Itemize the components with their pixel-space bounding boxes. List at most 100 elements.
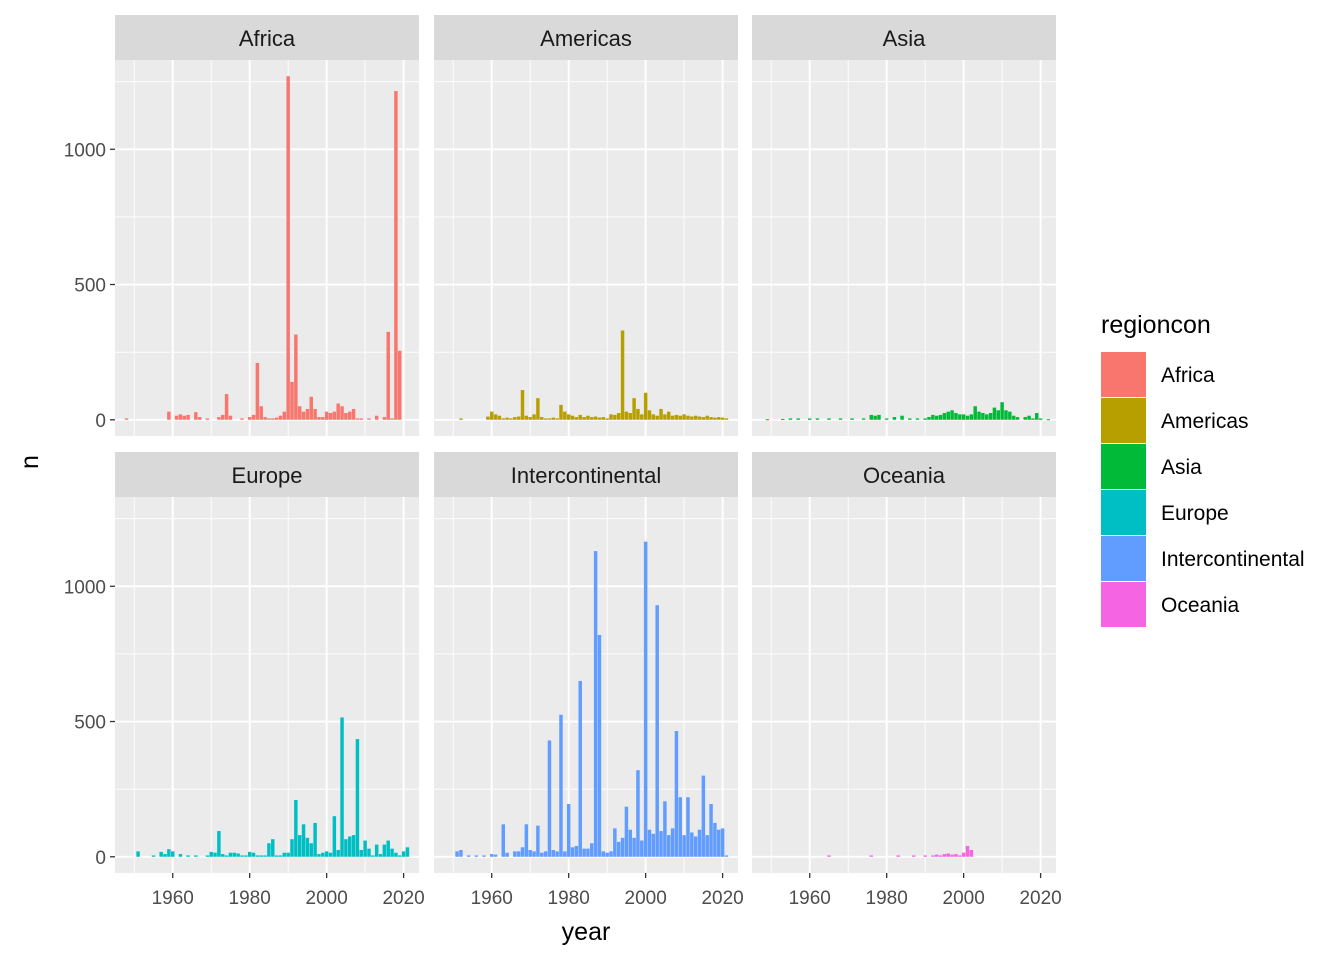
x-tick-label: 2020 [1019, 888, 1061, 909]
bar-europe [244, 855, 248, 857]
bar-europe [240, 855, 244, 857]
y-axes: 0 500 1000 0 500 1000 [64, 140, 115, 869]
bar-asia [977, 411, 981, 420]
bar-africa [259, 406, 263, 420]
bar-asia [954, 413, 958, 420]
bar-oceania [911, 855, 916, 857]
bar-asia [827, 418, 831, 420]
bar-intercontinental [455, 851, 459, 857]
bar-europe [374, 844, 379, 857]
bar-europe [401, 851, 406, 857]
y-tick-label: 0 [95, 411, 106, 432]
panel-background [434, 60, 738, 436]
bar-europe [167, 849, 171, 857]
bar-europe [217, 831, 221, 857]
bar-intercontinental [482, 855, 486, 857]
bar-asia [807, 418, 812, 420]
legend-swatch-intercontinental [1101, 536, 1146, 581]
bar-europe [336, 850, 340, 857]
facet-strip-asia [752, 15, 1056, 60]
x-tick-label: 1960 [471, 888, 513, 909]
bar-intercontinental [578, 680, 582, 857]
bar-africa [351, 408, 356, 420]
bar-intercontinental [632, 837, 636, 857]
bar-americas [513, 417, 517, 420]
bar-americas [586, 415, 590, 420]
panel-background [752, 497, 1056, 873]
facet-strip-europe [115, 452, 419, 497]
panel-background [752, 60, 1056, 436]
bar-asia [1038, 418, 1043, 420]
bar-americas [632, 398, 636, 420]
bar-americas [601, 417, 606, 420]
legend: regioncon Africa Americas Asia Europe Interc… [1101, 311, 1305, 627]
bar-intercontinental [643, 541, 648, 857]
bar-africa [321, 417, 325, 420]
bar-europe [278, 855, 283, 857]
bar-americas [493, 414, 498, 420]
bar-americas [609, 414, 613, 420]
bar-asia [1004, 410, 1008, 420]
bar-africa [274, 417, 279, 420]
bar-intercontinental [582, 848, 586, 857]
bar-americas [720, 417, 725, 420]
bar-americas [655, 415, 659, 420]
bar-europe [163, 854, 167, 857]
bar-africa [286, 76, 290, 420]
bar-intercontinental [655, 605, 659, 857]
x-tick-label: 1960 [789, 888, 831, 909]
bar-oceania [827, 855, 831, 857]
bar-asia [961, 414, 966, 420]
bar-asia [965, 415, 970, 420]
bar-africa [294, 334, 298, 420]
bar-europe [170, 851, 175, 857]
bar-africa [167, 411, 171, 420]
legend-label-asia: Asia [1161, 456, 1202, 479]
bar-asia [985, 414, 989, 420]
bar-asia [981, 413, 985, 420]
bar-africa [290, 381, 294, 420]
bar-intercontinental [474, 855, 479, 857]
bar-asia [931, 414, 935, 420]
bar-africa [386, 331, 390, 420]
bar-intercontinental [659, 831, 663, 857]
bar-africa [124, 418, 129, 420]
bar-intercontinental [640, 840, 644, 857]
bar-intercontinental [489, 854, 494, 857]
legend-label-africa: Africa [1161, 364, 1215, 387]
bar-oceania [965, 845, 970, 857]
bar-americas [559, 404, 563, 420]
facet-strip-americas [434, 15, 738, 60]
bar-africa [178, 414, 183, 420]
bar-asia [781, 418, 785, 420]
bar-europe [359, 850, 364, 857]
bar-asia [869, 414, 874, 420]
bar-africa [340, 406, 344, 420]
bar-europe [394, 852, 398, 857]
facet-panels: Africa Americas Asia Europe Intercontinental… [115, 15, 1056, 873]
facet-strip-africa [115, 15, 419, 60]
bar-americas [678, 415, 683, 420]
legend-label-oceania: Oceania [1161, 594, 1240, 617]
legend-label-europe: Europe [1161, 502, 1229, 525]
bar-americas [636, 408, 640, 420]
bar-americas [693, 415, 698, 420]
bar-africa [398, 350, 402, 420]
bar-europe [221, 854, 225, 857]
bar-intercontinental [520, 847, 525, 857]
bar-intercontinental [551, 850, 556, 857]
bar-africa [332, 411, 337, 420]
bar-americas [717, 417, 721, 420]
bar-americas [459, 418, 463, 420]
bar-intercontinental [693, 836, 698, 857]
bar-europe [344, 839, 348, 857]
bar-asia [892, 417, 897, 420]
x-axes: 1960 1980 2000 2020 1960 1980 2000 2020 1960 1980… [152, 873, 1062, 909]
bar-americas [543, 418, 548, 420]
x-axis-title: year [562, 918, 611, 946]
bar-americas [651, 414, 656, 420]
bar-asia [796, 418, 800, 420]
bar-asia [861, 418, 866, 420]
bar-americas [724, 418, 729, 420]
bar-americas [682, 414, 686, 420]
